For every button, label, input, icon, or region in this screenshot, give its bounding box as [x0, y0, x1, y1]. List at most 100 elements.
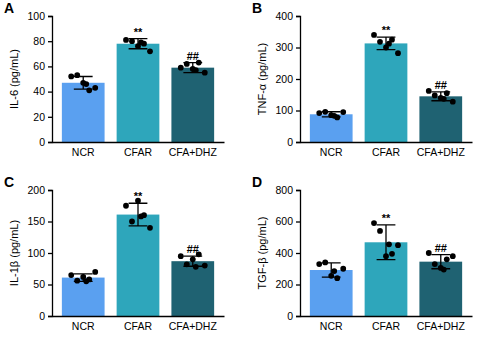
error-bar [183, 256, 202, 266]
tick: 0 [287, 310, 300, 322]
tick: CFAR [124, 316, 152, 332]
plot-area [62, 37, 214, 142]
significance-mark: ## [187, 243, 199, 255]
data-point [184, 61, 190, 67]
tick-label: 0 [287, 310, 293, 322]
axis-line [301, 316, 473, 317]
data-point [340, 266, 346, 272]
tick-mark [296, 190, 300, 191]
panel: 0100200300400NCRCFARCFA+DHZTNF-α (pg/mL)… [252, 0, 473, 158]
data-point [68, 272, 74, 278]
axis-line [296, 191, 301, 317]
tick-label: 50 [33, 278, 45, 290]
tick: 100 [275, 104, 300, 116]
tick: NCR [72, 142, 95, 158]
tick-label: 300 [275, 41, 293, 53]
bar [117, 215, 160, 316]
tick-mark [48, 117, 52, 118]
tick-label: 200 [275, 278, 293, 290]
data-point [138, 40, 144, 46]
tick: 40 [33, 85, 52, 97]
tick-mark [296, 16, 300, 17]
tick: 150 [27, 215, 52, 227]
tick-mark [48, 316, 52, 317]
error-bar [129, 39, 148, 49]
significance-mark: ** [382, 24, 391, 36]
data-point [138, 214, 144, 220]
bar [310, 114, 353, 142]
data-point [92, 85, 98, 91]
data-point [123, 203, 129, 209]
tick-label: 60 [33, 60, 45, 72]
tick-label: 800 [275, 184, 293, 196]
tick-mark [296, 221, 300, 222]
figure: 020406080100NCRCFARCFA+DHZIL-6 (pg/mL)A*… [0, 0, 500, 343]
data-point [371, 32, 377, 38]
tick: CFA+DHZ [169, 316, 218, 332]
tick-label: CFA+DHZ [417, 146, 466, 158]
data-point [322, 109, 328, 115]
data-point [386, 41, 392, 47]
tick: 200 [275, 73, 300, 85]
tick: 50 [33, 278, 52, 290]
bar [62, 83, 105, 142]
data-point [129, 38, 135, 44]
axis-title: IL-1β (pg/mL) [8, 220, 20, 286]
tick-mark [48, 190, 52, 191]
error-bar [377, 37, 396, 50]
bar [117, 44, 160, 142]
panel-label: A [4, 0, 14, 16]
tick-mark [48, 253, 52, 254]
bar [171, 68, 214, 142]
axis-line [48, 17, 53, 143]
significance-mark: ** [134, 190, 143, 202]
data-point [395, 50, 401, 56]
bar [310, 270, 353, 316]
data-point [444, 90, 450, 96]
panel-label: B [252, 0, 262, 16]
tick-mark [296, 284, 300, 285]
data-point [184, 261, 190, 267]
panel: 020406080100NCRCFARCFA+DHZIL-6 (pg/mL)A*… [4, 0, 225, 158]
tick: CFAR [372, 316, 400, 332]
tick-label: 100 [275, 104, 293, 116]
tick-label: 200 [275, 73, 293, 85]
axis-line [53, 142, 225, 143]
tick-label: 200 [27, 184, 45, 196]
data-point [426, 250, 432, 256]
tick-mark [296, 79, 300, 80]
data-point [395, 242, 401, 248]
data-point [202, 263, 208, 269]
significance-mark: ** [382, 212, 391, 224]
tick: 400 [275, 10, 300, 22]
bar [419, 262, 462, 316]
tick-mark [296, 253, 300, 254]
tick-label: NCR [320, 320, 343, 332]
axis-line [301, 142, 473, 143]
data-point [328, 273, 334, 279]
tick-label: 0 [287, 136, 293, 148]
plot-area [310, 32, 462, 142]
bar [62, 278, 105, 316]
data-point [316, 110, 322, 116]
data-point [86, 87, 92, 93]
tick-label: 100 [27, 247, 45, 259]
tick-label: CFAR [372, 320, 400, 332]
tick-label: CFA+DHZ [417, 320, 466, 332]
data-point [383, 253, 389, 259]
x-axis: NCRCFARCFA+DHZ [53, 316, 225, 332]
tick: NCR [320, 316, 343, 332]
data-point [331, 113, 337, 119]
data-point [340, 109, 346, 115]
tick-label: CFA+DHZ [169, 146, 218, 158]
tick-label: NCR [72, 146, 95, 158]
tick: 20 [33, 111, 52, 123]
data-point [202, 70, 208, 76]
error-bar [129, 203, 148, 226]
data-point [123, 37, 129, 43]
tick: 200 [27, 184, 52, 196]
data-point [444, 256, 450, 262]
axis-line [53, 316, 225, 317]
y-axis: 020406080100 [27, 10, 52, 148]
tick-label: 150 [27, 215, 45, 227]
